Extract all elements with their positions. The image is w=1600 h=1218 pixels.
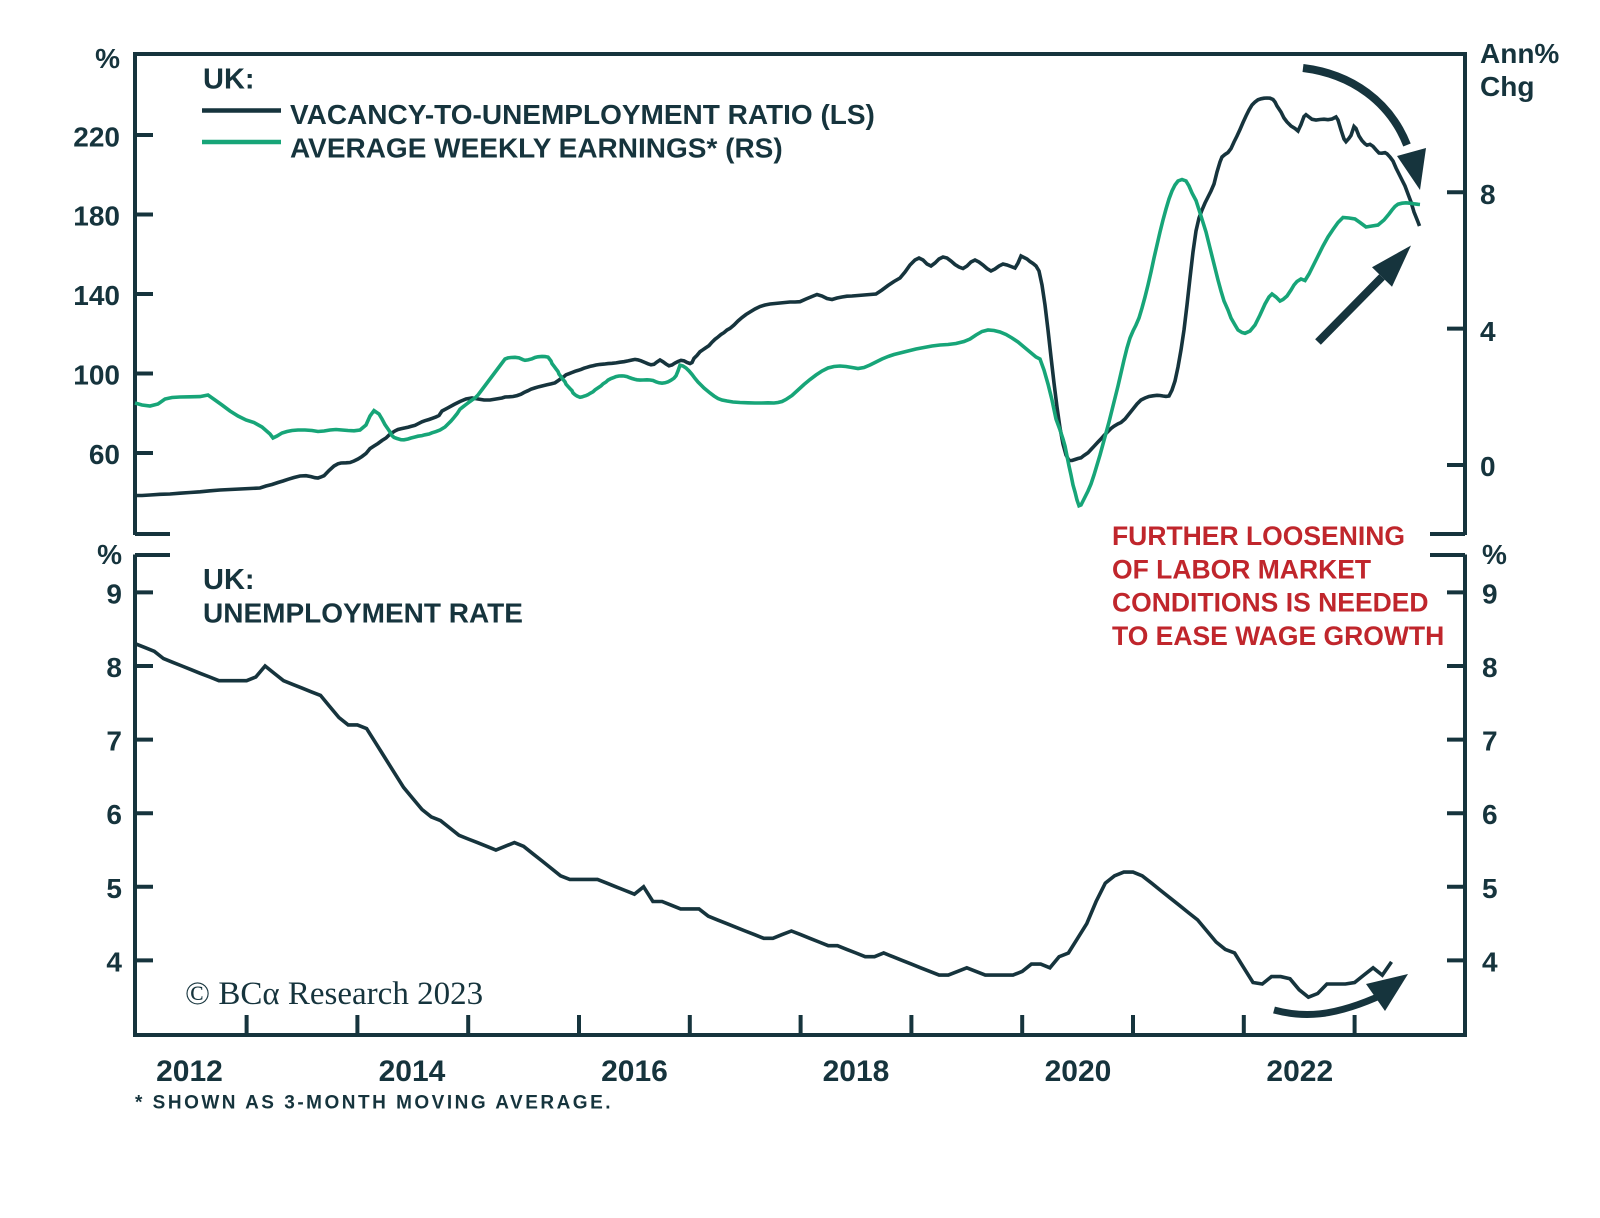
- svg-text:7: 7: [106, 726, 122, 757]
- svg-text:8: 8: [1480, 179, 1496, 210]
- svg-text:100: 100: [73, 360, 120, 391]
- svg-text:CONDITIONS IS NEEDED: CONDITIONS IS NEEDED: [1112, 588, 1429, 618]
- svg-text:%: %: [97, 539, 122, 570]
- svg-text:7: 7: [1482, 726, 1498, 757]
- svg-text:180: 180: [73, 200, 120, 231]
- svg-text:8: 8: [1482, 652, 1498, 683]
- svg-text:2012: 2012: [156, 1055, 223, 1088]
- svg-text:0: 0: [1480, 451, 1496, 482]
- svg-text:2022: 2022: [1266, 1055, 1333, 1088]
- svg-text:5: 5: [1482, 873, 1498, 904]
- svg-text:4: 4: [106, 946, 122, 977]
- svg-text:9: 9: [106, 578, 122, 609]
- svg-text:Ann%: Ann%: [1480, 38, 1559, 69]
- svg-text:UK:: UK:: [203, 64, 255, 96]
- svg-text:© BCα Research 2023: © BCα Research 2023: [185, 976, 483, 1012]
- svg-text:6: 6: [1482, 799, 1498, 830]
- svg-text:OF LABOR MARKET: OF LABOR MARKET: [1112, 554, 1371, 584]
- svg-text:140: 140: [73, 280, 120, 311]
- svg-text:2018: 2018: [823, 1055, 890, 1088]
- svg-text:9: 9: [1482, 578, 1498, 609]
- svg-text:TO EASE WAGE GROWTH: TO EASE WAGE GROWTH: [1112, 621, 1444, 651]
- svg-text:FURTHER LOOSENING: FURTHER LOOSENING: [1112, 521, 1405, 551]
- svg-text:UNEMPLOYMENT RATE: UNEMPLOYMENT RATE: [203, 598, 523, 629]
- svg-text:4: 4: [1480, 316, 1496, 347]
- svg-text:%: %: [1482, 539, 1507, 570]
- svg-text:VACANCY-TO-UNEMPLOYMENT RATIO: VACANCY-TO-UNEMPLOYMENT RATIO (LS): [290, 99, 875, 130]
- svg-text:60: 60: [89, 439, 120, 470]
- svg-text:* SHOWN AS 3-MONTH MOVING AVER: * SHOWN AS 3-MONTH MOVING AVERAGE.: [135, 1093, 613, 1114]
- svg-text:220: 220: [73, 121, 120, 152]
- svg-text:AVERAGE WEEKLY EARNINGS* (RS): AVERAGE WEEKLY EARNINGS* (RS): [290, 133, 783, 164]
- svg-text:%: %: [95, 43, 120, 74]
- svg-text:6: 6: [106, 799, 122, 830]
- svg-text:5: 5: [106, 873, 122, 904]
- svg-text:4: 4: [1482, 946, 1498, 977]
- svg-text:UK:: UK:: [203, 564, 255, 596]
- svg-text:2016: 2016: [601, 1055, 668, 1088]
- svg-text:2014: 2014: [379, 1055, 446, 1088]
- svg-text:Chg: Chg: [1480, 71, 1534, 102]
- svg-text:8: 8: [106, 652, 122, 683]
- svg-text:2020: 2020: [1045, 1055, 1112, 1088]
